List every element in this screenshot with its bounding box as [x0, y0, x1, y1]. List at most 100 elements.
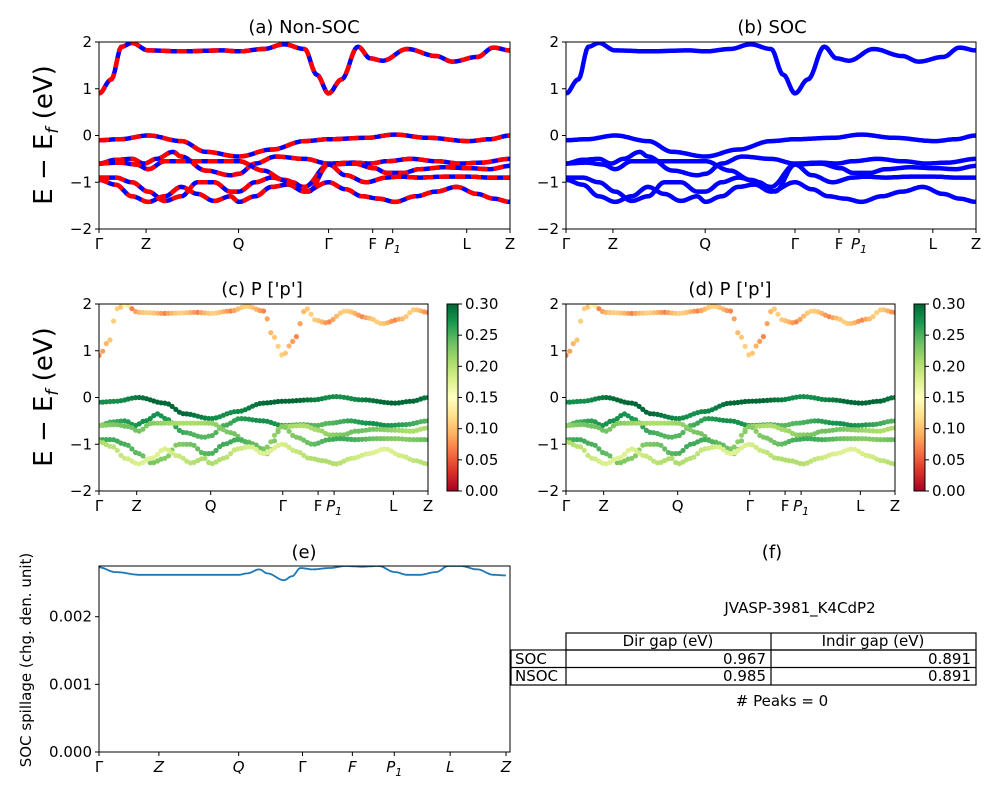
axes-frame	[565, 41, 977, 230]
x-tick-label: Q	[699, 235, 711, 253]
plot-area	[566, 42, 976, 205]
band-point	[669, 455, 675, 461]
band-point	[173, 420, 179, 426]
band-point	[169, 403, 175, 409]
x-tick-label: P1	[385, 235, 401, 256]
band-point	[228, 420, 234, 426]
colorbar-tick-label: 0.05	[465, 451, 498, 469]
band-point	[377, 436, 384, 442]
band-point	[374, 426, 380, 432]
band-point	[425, 461, 428, 467]
band-point	[618, 310, 624, 316]
band-point	[334, 313, 340, 319]
band-point	[793, 420, 799, 426]
plot-area	[566, 304, 895, 467]
band-point	[209, 310, 215, 316]
band-point	[169, 420, 175, 426]
band-point	[366, 420, 373, 426]
band-point	[888, 437, 894, 443]
colorbar-tick-label: 0.30	[932, 295, 965, 313]
band-point	[643, 420, 650, 426]
band-point	[603, 309, 609, 315]
band-point	[801, 394, 807, 400]
band-point	[760, 423, 767, 429]
band-point	[859, 436, 865, 442]
band-point	[625, 310, 631, 316]
y-tick-label: 0.000	[49, 743, 92, 761]
band-point	[202, 310, 208, 316]
band-point	[297, 423, 303, 429]
band-point	[695, 420, 701, 426]
table-row-label: SOC	[515, 650, 547, 668]
band-line-1	[566, 42, 976, 96]
band-point	[334, 436, 340, 442]
band-point	[103, 437, 109, 443]
axes-frame	[98, 303, 429, 492]
band-point	[348, 436, 354, 442]
band-point	[385, 436, 391, 442]
band-point	[716, 444, 723, 450]
band-point	[195, 420, 201, 426]
band-point	[100, 348, 106, 354]
x-tick-label: Z	[890, 497, 900, 515]
band-point	[326, 319, 332, 325]
band-point	[855, 400, 862, 406]
band-point	[260, 400, 267, 406]
band-point	[111, 422, 117, 428]
band-point	[855, 436, 862, 442]
band-point	[399, 428, 405, 434]
band-point	[165, 420, 172, 426]
band-point	[892, 437, 895, 443]
x-tick-label: Γ	[562, 235, 571, 253]
band-point	[301, 397, 307, 403]
panel-c-projection: (c) P ['p'] E − Ef (eV) −2 −1 0 1 2 Γ Z Q Γ F P1 L Z…	[29, 279, 498, 518]
band-point	[673, 310, 679, 316]
y-tick-label: 0	[549, 127, 559, 145]
band-point	[621, 451, 628, 457]
band-point	[658, 442, 664, 448]
band-point	[618, 455, 624, 461]
band-point	[874, 310, 880, 316]
x-tick-label: L	[389, 497, 398, 515]
band-point	[629, 455, 635, 461]
band-line-3	[566, 149, 976, 178]
band-point	[852, 436, 858, 442]
band-point	[720, 446, 726, 453]
band-point	[425, 437, 428, 443]
band-point	[607, 453, 613, 459]
band-point	[162, 455, 168, 461]
band-point	[407, 436, 413, 443]
band-point	[892, 461, 895, 467]
band-point	[833, 436, 840, 442]
band-point	[202, 420, 208, 426]
band-point	[742, 398, 748, 405]
y-tick-label: −2	[537, 482, 559, 500]
x-tick-label: Z	[505, 235, 515, 253]
band-point	[870, 314, 876, 320]
band-point	[345, 418, 351, 424]
y-tick-label: 2	[549, 33, 559, 51]
band-point	[643, 310, 650, 316]
band-point	[742, 429, 748, 435]
band-point	[757, 423, 763, 429]
band-point	[874, 398, 880, 404]
panel-e-title: (e)	[291, 542, 316, 563]
y-tick-label: 0	[549, 389, 559, 407]
x-tick-label: F	[348, 758, 357, 776]
colorbar-tick-label: 0.20	[465, 357, 498, 375]
colorbar-tick-label: 0.00	[465, 482, 498, 500]
band-point	[271, 334, 278, 340]
band-point	[866, 422, 873, 428]
band-point	[691, 308, 697, 314]
band-point	[286, 444, 292, 450]
panel-d-projection: (d) P ['p'] −2 −1 0 1 2 Γ Z Q Γ F P1 L Z 0.00 0.05 0.10…	[537, 279, 966, 518]
band-point	[731, 444, 737, 450]
band-point	[731, 316, 737, 322]
material-label: JVASP-3981_K4CdP2	[723, 599, 875, 618]
band-point	[647, 420, 653, 426]
y-tick-label: 2	[82, 295, 92, 313]
band-point	[892, 418, 895, 424]
table-header-dir-gap: Dir gap (eV)	[623, 632, 714, 650]
band-point	[301, 452, 307, 458]
x-tick-label: Q	[205, 497, 217, 515]
